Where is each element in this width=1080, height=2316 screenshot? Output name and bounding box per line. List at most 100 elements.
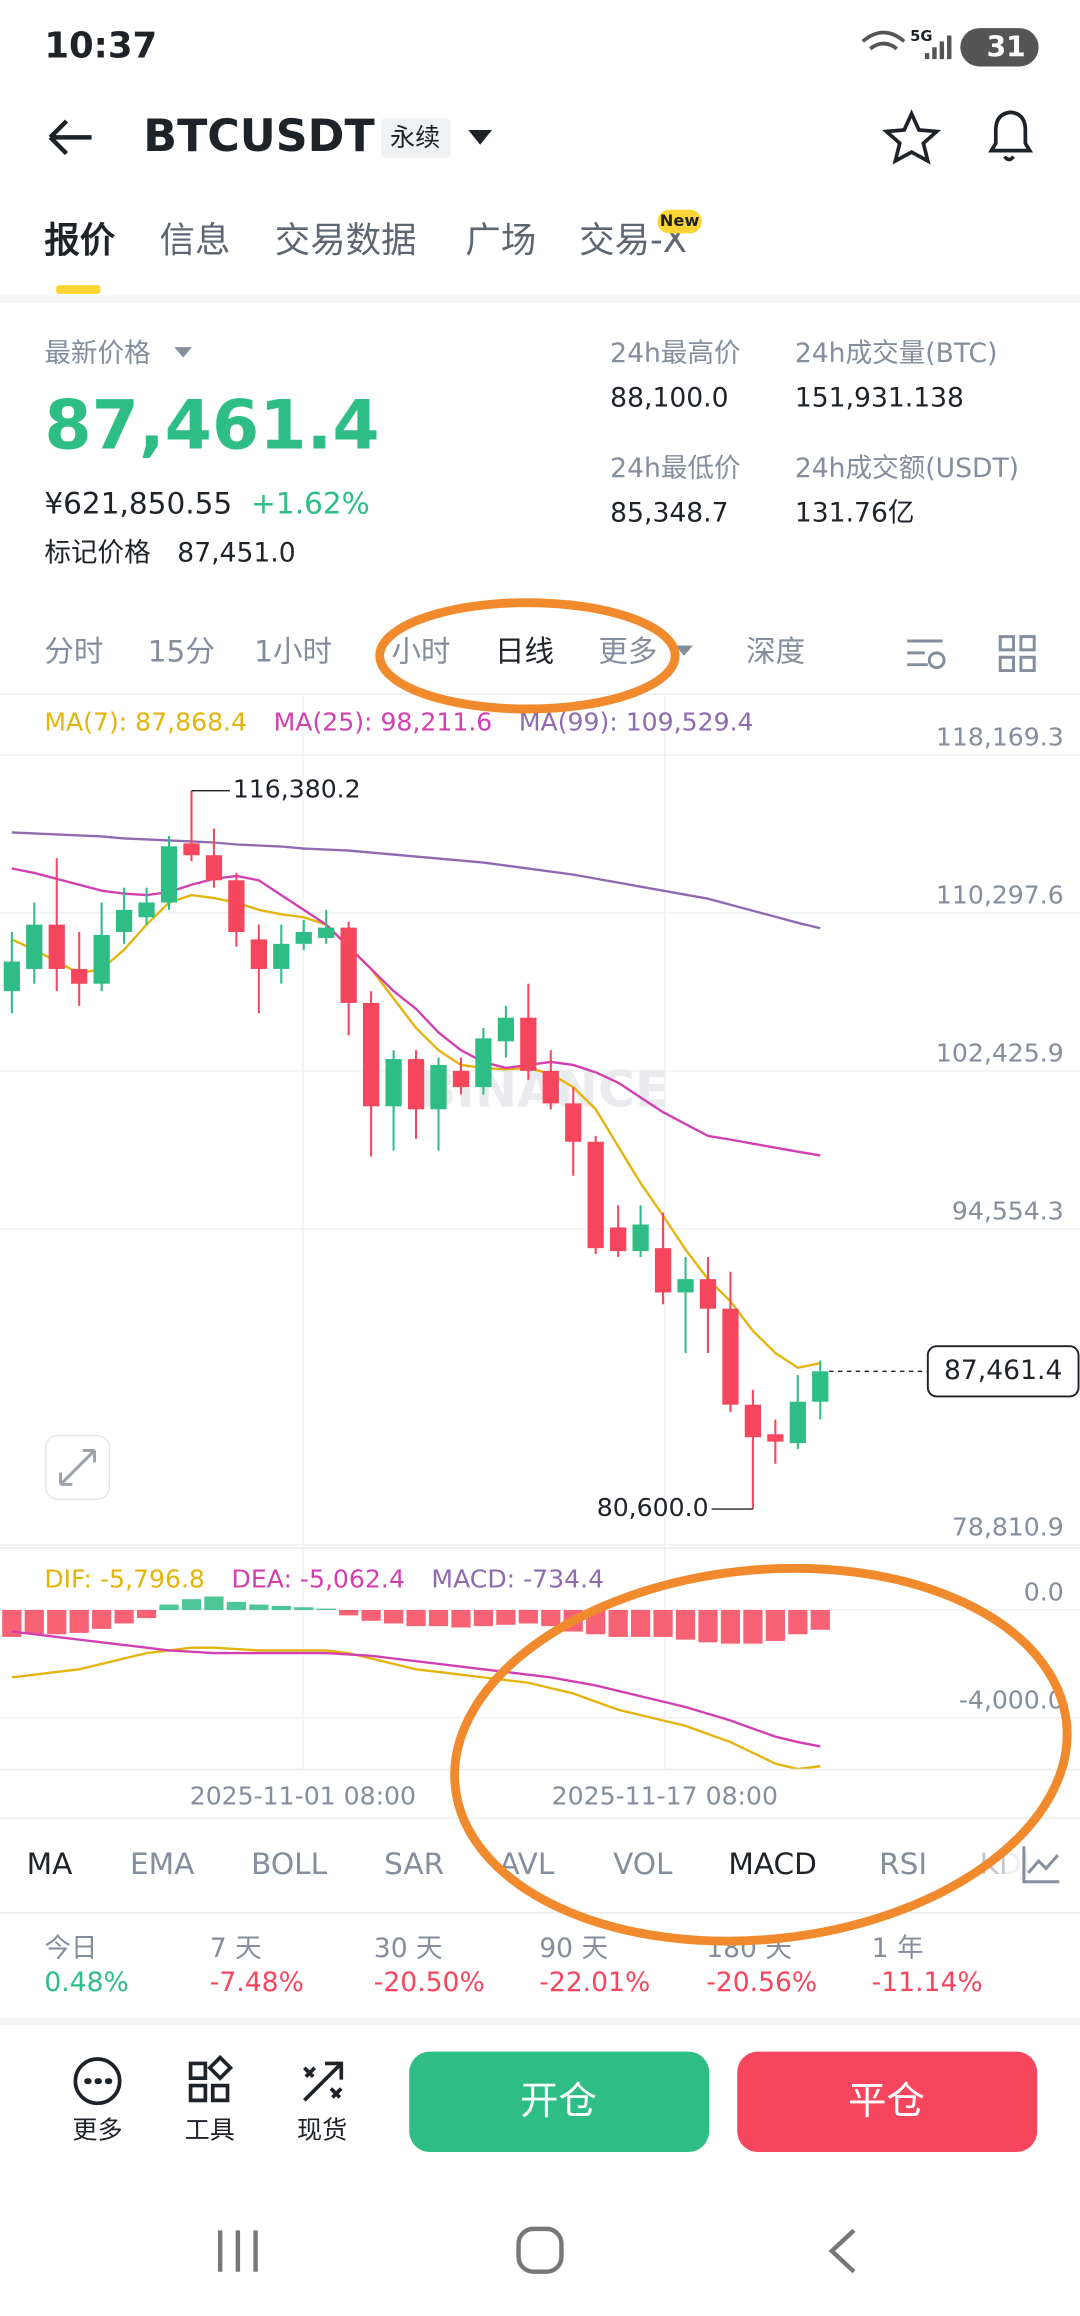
clock: 10:37 bbox=[44, 25, 157, 66]
low-label: 80,600.0 bbox=[597, 1493, 709, 1522]
macd-legend: DEA: -5,062.4 bbox=[232, 1564, 405, 1593]
indicator[interactable]: EMA bbox=[130, 1847, 194, 1881]
candle-body bbox=[430, 1064, 447, 1110]
interval[interactable]: 分时 bbox=[44, 634, 103, 668]
candle-body bbox=[789, 1401, 806, 1444]
candle-body bbox=[565, 1103, 582, 1142]
annotation-circle bbox=[450, 1563, 1072, 1946]
candle-body bbox=[93, 934, 110, 984]
period-change: -20.50% bbox=[374, 1967, 485, 1998]
indicator[interactable]: VOL bbox=[613, 1847, 673, 1881]
macd-bar bbox=[159, 1604, 179, 1610]
nav-recents[interactable] bbox=[217, 2230, 258, 2272]
interval[interactable]: 更多 bbox=[598, 634, 657, 668]
macd-bar bbox=[406, 1609, 426, 1627]
ma-legend: MA(7): 87,868.4 bbox=[44, 708, 247, 737]
stat-label: 24h成交量(BTC) bbox=[795, 338, 998, 369]
nav-back[interactable] bbox=[828, 2228, 856, 2274]
macd-bar bbox=[631, 1609, 651, 1637]
macd-bar bbox=[181, 1599, 202, 1610]
macd-bar bbox=[743, 1609, 763, 1644]
candle-body bbox=[138, 902, 155, 918]
change-percent: +1.62% bbox=[251, 487, 370, 521]
macd-bar bbox=[2, 1609, 22, 1637]
layout-icon[interactable] bbox=[998, 635, 1036, 673]
tab[interactable]: 交易数据 bbox=[275, 220, 417, 261]
candle-body bbox=[677, 1279, 694, 1293]
macd-legend: MACD: -734.4 bbox=[431, 1564, 604, 1593]
candle-body bbox=[407, 1059, 425, 1110]
indicator-settings[interactable] bbox=[1022, 1846, 1060, 1884]
macd-line bbox=[11, 1630, 821, 1748]
stat-label: 24h最高价 bbox=[610, 338, 740, 369]
cny-price: ¥621,850.55 bbox=[44, 487, 232, 521]
macd-bar bbox=[249, 1604, 269, 1610]
stat-label: 24h成交额(USDT) bbox=[795, 453, 1019, 484]
tab[interactable]: 报价 bbox=[44, 220, 115, 261]
symbol-dropdown[interactable] bbox=[468, 129, 492, 145]
interval-active[interactable]: 日线 bbox=[495, 634, 554, 668]
candle-body bbox=[160, 846, 178, 903]
divider bbox=[0, 2017, 1080, 2026]
contract-badge bbox=[381, 118, 451, 159]
tools-icon[interactable] bbox=[188, 2054, 234, 2103]
stat-value: 85,348.7 bbox=[610, 498, 728, 529]
nav-home[interactable] bbox=[516, 2226, 564, 2274]
indicator[interactable]: BOLL bbox=[251, 1847, 327, 1881]
open-button-label[interactable]: 开仓 bbox=[520, 2079, 597, 2124]
toolbar-label[interactable]: 工具 bbox=[185, 2115, 235, 2144]
candle-body bbox=[699, 1279, 717, 1309]
candle-body bbox=[632, 1224, 649, 1252]
macd-bar bbox=[541, 1609, 561, 1627]
settings-icon[interactable] bbox=[907, 639, 943, 667]
macd-bar bbox=[473, 1609, 494, 1627]
more-icon[interactable] bbox=[73, 2057, 122, 2106]
candle-body bbox=[452, 1070, 470, 1088]
period-change: -22.01% bbox=[539, 1967, 650, 1998]
macd-bar bbox=[810, 1609, 830, 1630]
y-tick-label: -4,000.0 bbox=[959, 1686, 1064, 1715]
tab[interactable]: 广场 bbox=[465, 220, 536, 261]
tab[interactable]: 信息 bbox=[160, 220, 231, 261]
candle-body bbox=[542, 1070, 559, 1104]
indicator-active[interactable]: MA bbox=[27, 1847, 73, 1881]
interval[interactable]: 15分 bbox=[148, 634, 215, 668]
interval[interactable]: 深度 bbox=[746, 634, 805, 668]
candle-body bbox=[767, 1434, 784, 1442]
settings-icon-dot bbox=[927, 651, 946, 670]
annotation-circle bbox=[375, 598, 680, 714]
spot-icon[interactable] bbox=[303, 2061, 344, 2102]
y-tick-label: 102,425.9 bbox=[936, 1039, 1064, 1068]
interval[interactable]: 1小时 bbox=[254, 634, 332, 668]
candle-body bbox=[385, 1059, 402, 1107]
macd-bar bbox=[496, 1609, 516, 1625]
divider bbox=[0, 295, 1080, 303]
indicator[interactable]: SAR bbox=[384, 1847, 444, 1881]
indicator[interactable]: RSI bbox=[879, 1847, 927, 1881]
favorite-button[interactable] bbox=[882, 109, 942, 165]
close-button-label[interactable]: 平仓 bbox=[848, 2079, 925, 2124]
stat-value: 151,931.138 bbox=[795, 382, 964, 413]
symbol: BTCUSDT bbox=[143, 111, 374, 162]
mark-price-label: 标记价格 bbox=[44, 537, 150, 568]
network: 5G bbox=[910, 28, 932, 45]
ma-legend: MA(25): 98,211.6 bbox=[274, 708, 493, 737]
back-button[interactable] bbox=[48, 119, 92, 156]
toolbar-label[interactable]: 现货 bbox=[297, 2115, 347, 2144]
macd-bar bbox=[271, 1605, 291, 1610]
period-change: -7.48% bbox=[210, 1967, 304, 1998]
new-badge-bg bbox=[657, 209, 702, 234]
interval[interactable]: 小时 bbox=[392, 634, 451, 668]
caret bbox=[174, 347, 193, 358]
candle-body bbox=[587, 1141, 604, 1249]
macd-bar bbox=[451, 1609, 471, 1628]
alert-button[interactable] bbox=[988, 110, 1034, 162]
open-button[interactable] bbox=[409, 2051, 710, 2153]
close-button[interactable] bbox=[737, 2051, 1038, 2153]
period-change: -20.56% bbox=[706, 1967, 817, 1998]
macd-bar bbox=[24, 1609, 44, 1635]
toolbar-label[interactable]: 更多 bbox=[72, 2115, 122, 2144]
high-label: 116,380.2 bbox=[233, 775, 361, 804]
indicator-active[interactable]: MACD bbox=[728, 1847, 817, 1881]
